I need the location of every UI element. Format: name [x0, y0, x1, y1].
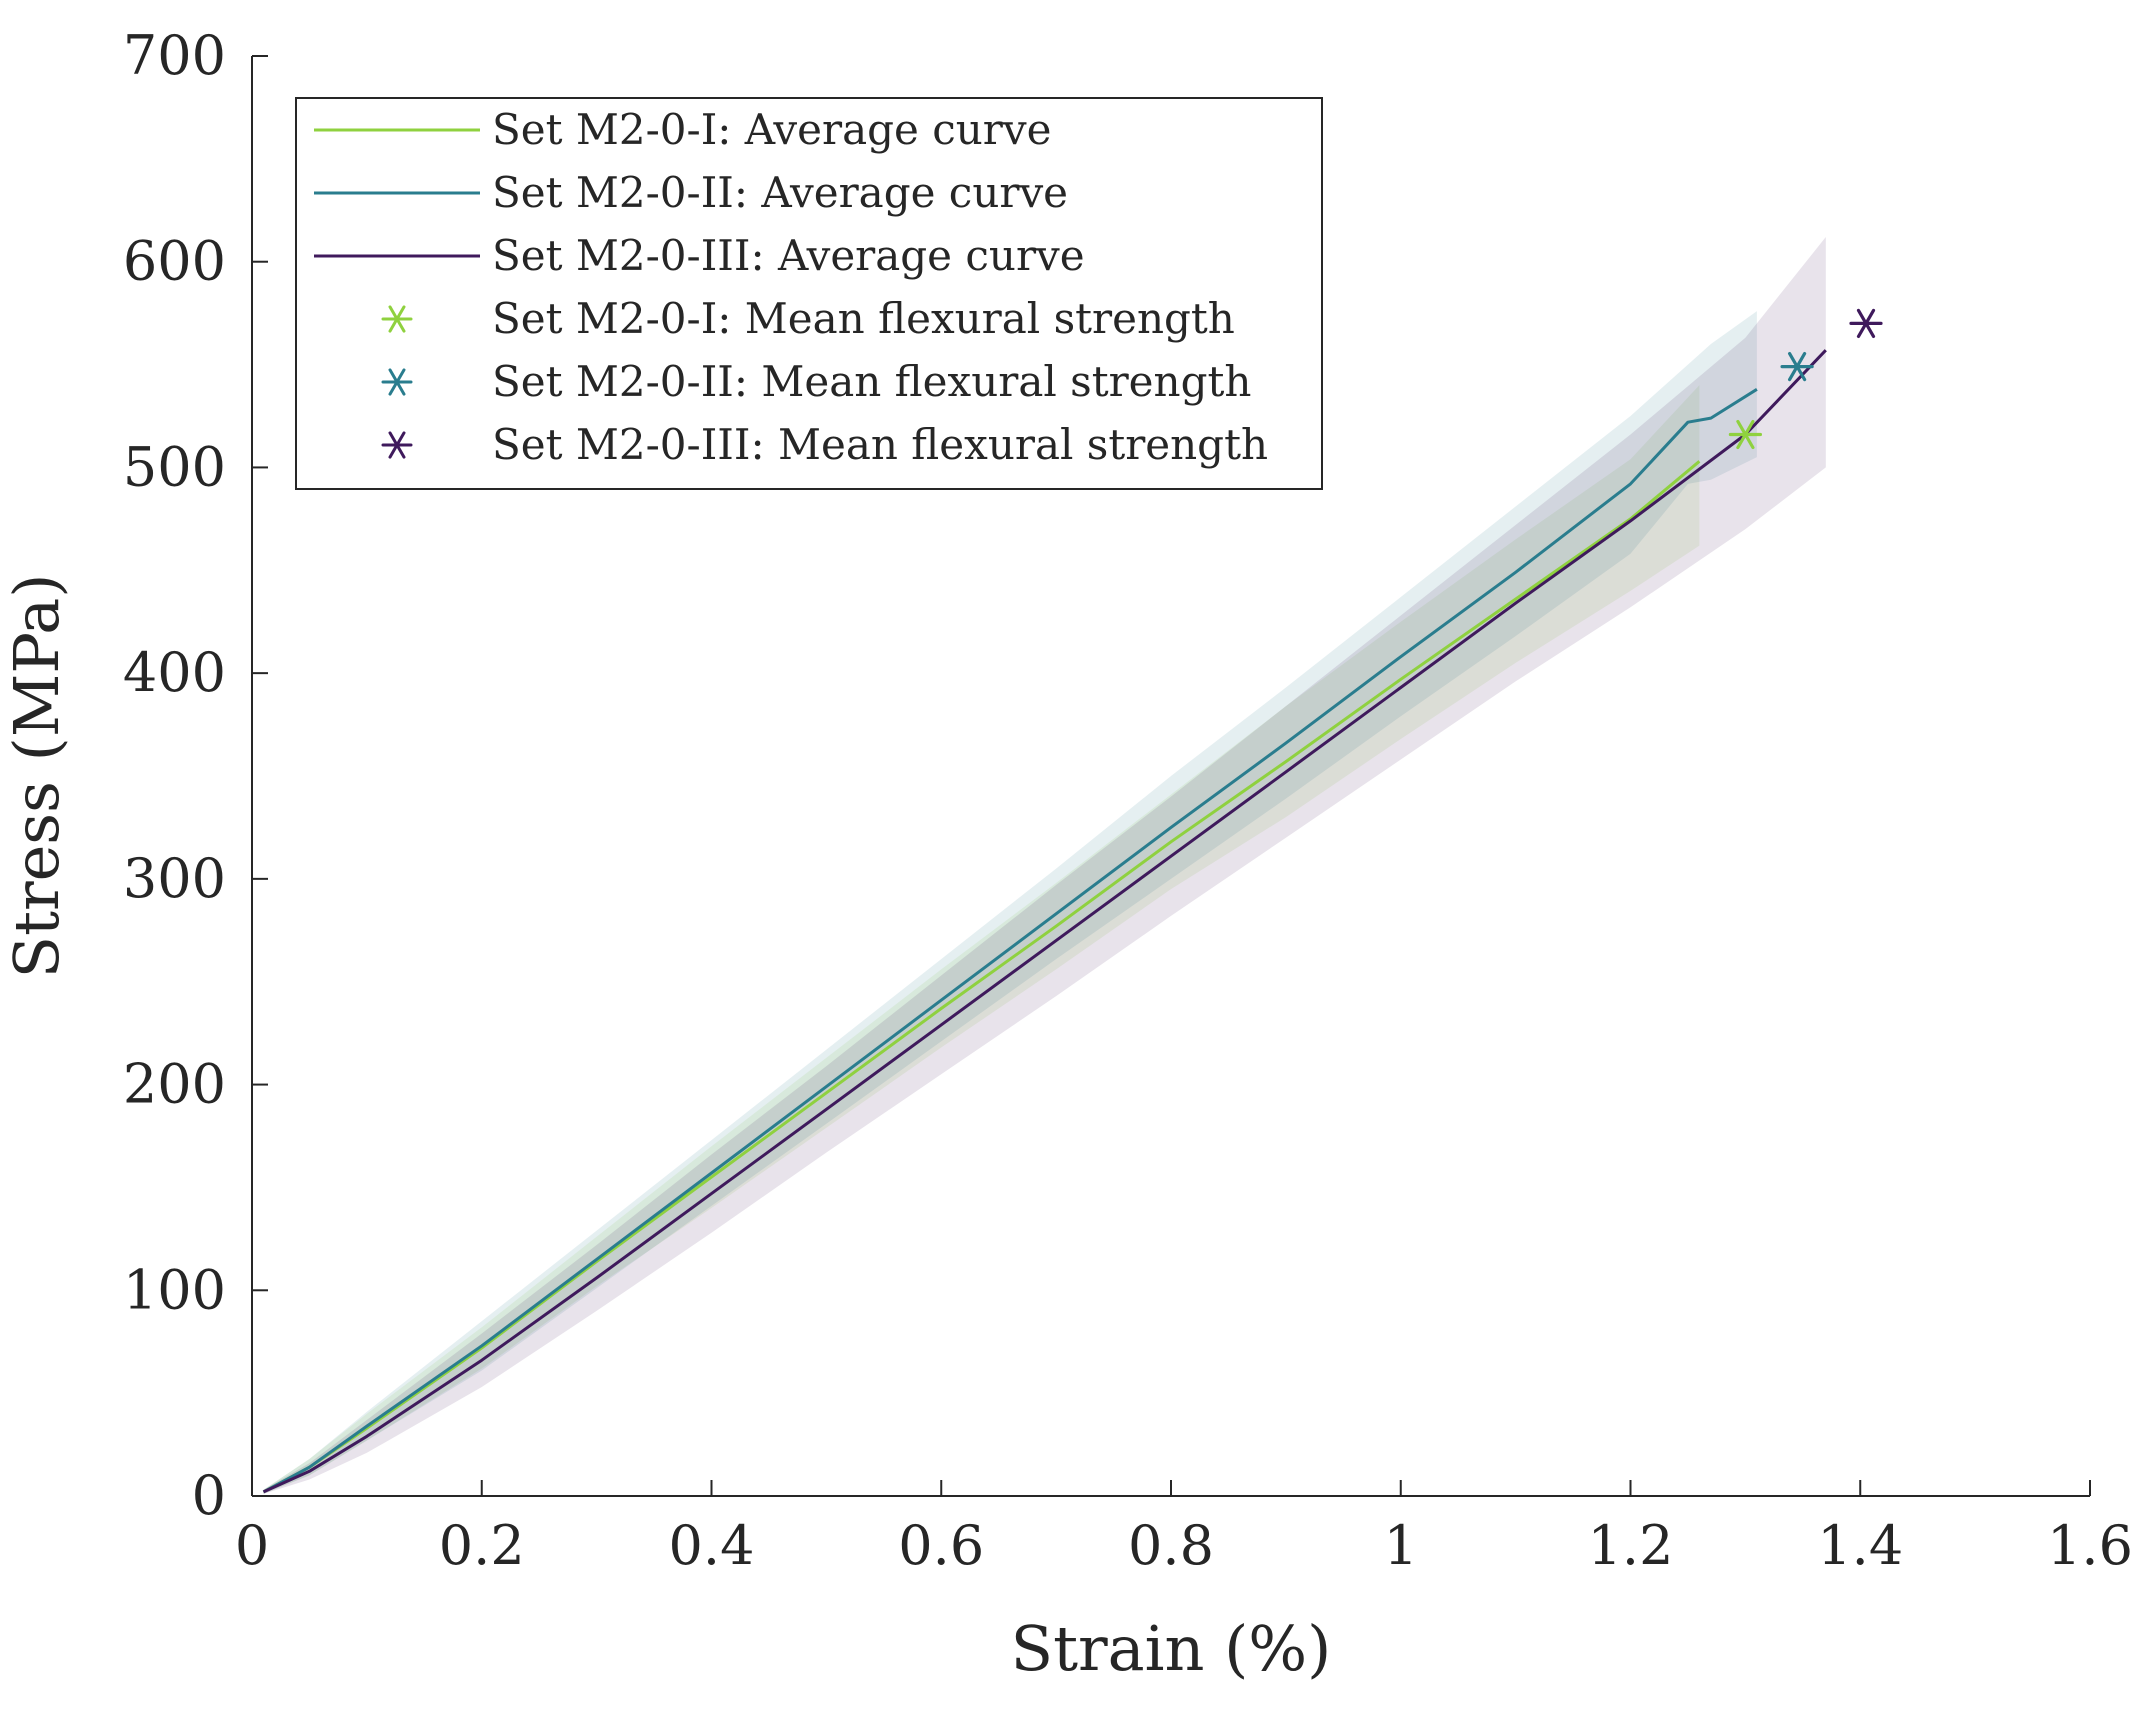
set-m2-0-i-mean-flexural-strength-legend-marker-stroke — [388, 305, 406, 333]
set-m2-0-i-average-curve-band — [263, 385, 1700, 1494]
set-m2-0-ii-mean-flexural-strength-marker-stroke — [1787, 352, 1807, 382]
x-axis-label: Strain (%) — [1011, 1612, 1332, 1685]
legend-box — [295, 97, 1323, 490]
set-m2-0-i-mean-flexural-strength-marker-stroke — [1736, 419, 1755, 450]
set-m2-0-iii-mean-flexural-strength-legend-marker-stroke — [388, 431, 406, 459]
set-m2-0-ii-mean-flexural-strength-legend-marker — [381, 368, 413, 396]
set-m2-0-i-average-curve-line — [262, 460, 1701, 1494]
set-m2-0-ii-average-curve-band — [263, 311, 1757, 1494]
x-tick-label: 0.2 — [439, 1514, 525, 1577]
legend-entry: Set M2-0-III: Mean flexural strength — [492, 420, 1268, 469]
x-tick-label: 0 — [235, 1514, 269, 1577]
legend-entry: Set M2-0-I: Mean flexural strength — [492, 294, 1235, 343]
set-m2-0-ii-mean-flexural-strength-legend-marker-stroke — [388, 368, 406, 396]
legend-entry: Set M2-0-I: Average curve — [492, 105, 1051, 154]
set-m2-0-iii-average-curve-line — [262, 349, 1827, 1494]
legend-entry: Set M2-0-II: Mean flexural strength — [492, 357, 1251, 406]
set-m2-0-i-mean-flexural-strength-legend-marker — [381, 305, 413, 333]
legend-entry: Set M2-0-II: Average curve — [492, 168, 1068, 217]
set-m2-0-iii-mean-flexural-strength-marker — [1849, 308, 1883, 338]
legend-entry: Set M2-0-III: Average curve — [492, 231, 1085, 280]
set-m2-0-i-mean-flexural-strength-marker — [1728, 419, 1763, 450]
y-tick-label: 400 — [123, 641, 226, 704]
x-tick-label: 1.2 — [1588, 1514, 1674, 1577]
set-m2-0-iii-mean-flexural-strength-marker-stroke — [1856, 308, 1876, 338]
y-axis-label: Stress (MPa) — [0, 574, 73, 979]
y-tick-label: 700 — [123, 24, 226, 87]
x-tick-label: 0.6 — [898, 1514, 984, 1577]
x-tick-label: 1.6 — [2047, 1514, 2133, 1577]
confidence-bands — [263, 237, 1826, 1494]
x-tick-label: 1 — [1384, 1514, 1418, 1577]
x-tick-label: 0.4 — [669, 1514, 755, 1577]
average-curves — [262, 349, 1827, 1494]
strength-markers — [1728, 308, 1883, 450]
y-tick-label: 600 — [123, 230, 226, 293]
y-tick-label: 0 — [192, 1464, 226, 1527]
x-tick-label: 0.8 — [1128, 1514, 1214, 1577]
legend: Set M2-0-I: Average curve Set M2-0-II: Av… — [295, 97, 1323, 490]
y-tick-label: 300 — [123, 847, 226, 910]
x-tick-label: 1.4 — [1817, 1514, 1903, 1577]
y-tick-label: 500 — [123, 435, 226, 498]
y-tick-label: 200 — [123, 1053, 226, 1116]
axes: 0 0.2 0.4 0.6 0.8 1 1.2 1.4 1.6 0 100 200 300 400 500 6… — [0, 24, 2133, 1685]
y-tick-label: 100 — [123, 1258, 226, 1321]
set-m2-0-ii-mean-flexural-strength-marker — [1780, 352, 1814, 382]
set-m2-0-ii-average-curve-line — [262, 388, 1758, 1494]
set-m2-0-iii-mean-flexural-strength-legend-marker — [381, 431, 413, 459]
